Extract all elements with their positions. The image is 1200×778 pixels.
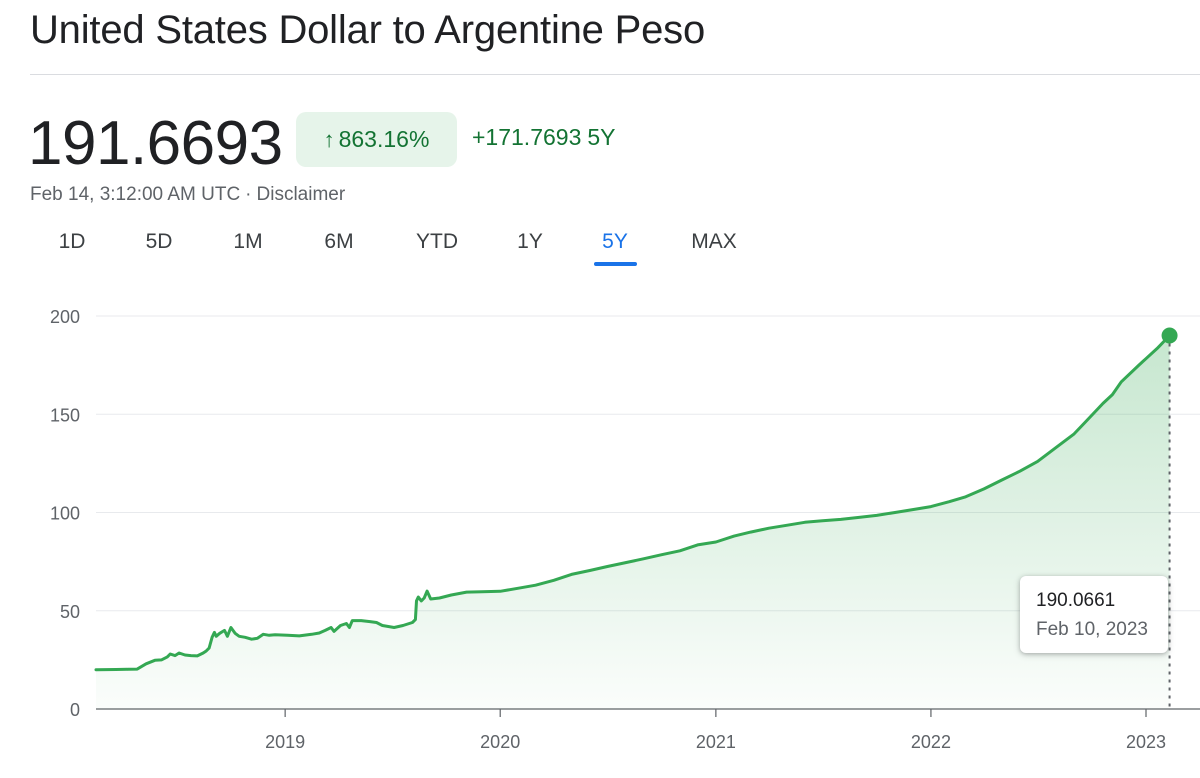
arrow-up-icon: ↑ xyxy=(323,126,335,152)
tooltip-value: 190.0661 xyxy=(1036,590,1116,611)
change-period: 5Y xyxy=(587,124,616,150)
tab-ytd[interactable]: YTD xyxy=(416,230,458,253)
active-tab-indicator xyxy=(594,262,637,266)
y-tick-label-50: 50 xyxy=(60,602,80,622)
x-tick-label-2022: 2022 xyxy=(911,732,951,752)
meta-separator: · xyxy=(245,184,252,205)
range-tabs: 1D 5D 1M 6M YTD 1Y 5Y MAX xyxy=(0,230,800,270)
tab-1m[interactable]: 1M xyxy=(233,230,263,253)
tab-max[interactable]: MAX xyxy=(691,230,737,253)
percent-change-value: 863.16% xyxy=(338,126,430,152)
x-tick-label-2020: 2020 xyxy=(480,732,520,752)
y-tick-label-150: 150 xyxy=(50,405,80,425)
tab-5y[interactable]: 5Y xyxy=(602,230,628,253)
x-tick-label-2019: 2019 xyxy=(265,732,305,752)
y-tick-label-0: 0 xyxy=(70,700,80,720)
y-tick-label-200: 200 xyxy=(50,307,80,327)
x-tick-label-2021: 2021 xyxy=(696,732,736,752)
price-line xyxy=(94,334,1172,672)
absolute-change-value: +171.7693 xyxy=(472,124,582,150)
area-fill xyxy=(96,335,1170,709)
header-divider xyxy=(30,74,1200,75)
quote-timestamp: Feb 14, 3:12:00 AM UTC xyxy=(30,184,241,205)
tab-1y[interactable]: 1Y xyxy=(517,230,543,253)
percent-change-badge: ↑ 863.16% xyxy=(296,112,457,167)
page-title: United States Dollar to Argentine Peso xyxy=(30,8,706,52)
y-tick-label-100: 100 xyxy=(50,504,80,524)
disclaimer-link[interactable]: Disclaimer xyxy=(256,184,346,205)
hover-point xyxy=(1161,327,1178,344)
tab-6m[interactable]: 6M xyxy=(324,230,354,253)
tab-1d[interactable]: 1D xyxy=(58,230,86,253)
x-tick-label-2023: 2023 xyxy=(1126,732,1166,752)
quote-meta: Feb 14, 3:12:00 AM UTC · Disclaimer xyxy=(30,184,345,206)
tab-5d[interactable]: 5D xyxy=(145,230,173,253)
current-price: 191.6693 xyxy=(28,109,283,178)
tooltip-date: Feb 10, 2023 xyxy=(1036,619,1148,640)
absolute-change: +171.7693 5Y xyxy=(472,124,616,151)
chart-tooltip: 190.0661 Feb 10, 2023 xyxy=(1020,576,1168,653)
